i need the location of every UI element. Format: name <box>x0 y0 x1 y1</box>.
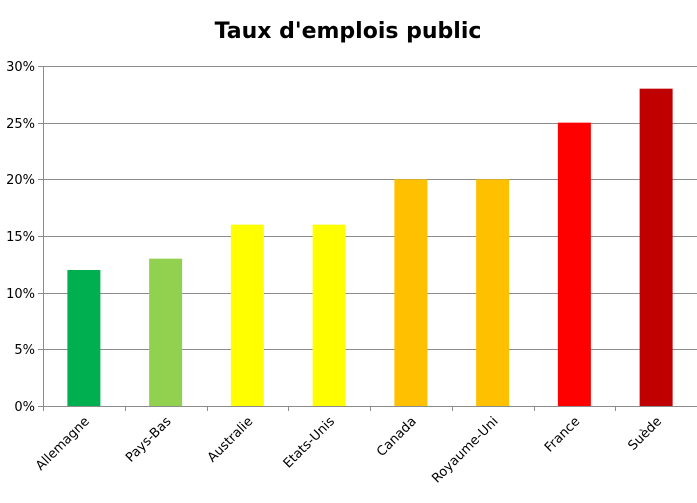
x-tick-label: France <box>542 414 583 455</box>
y-tick-label: 20% <box>6 173 35 188</box>
bar-royaume-uni <box>476 179 510 406</box>
bar-su-de <box>639 88 673 407</box>
y-tick-label: 15% <box>6 230 35 245</box>
y-tick-label: 25% <box>6 117 35 132</box>
chart-title: Taux d'emplois public <box>215 19 482 44</box>
x-tick-label: Etats-Unis <box>281 414 338 471</box>
bar-france <box>557 122 591 407</box>
bar-allemagne <box>67 270 101 406</box>
x-tick-label: Pays-Bas <box>123 414 174 465</box>
y-axis-ticks: 0% 5% 10% 15% 20% 25% 30% <box>6 60 43 415</box>
y-tick-label: 30% <box>6 60 35 75</box>
y-tick-label: 10% <box>6 287 35 302</box>
x-tick-label: Suède <box>626 414 665 453</box>
x-tick-label: Allemagne <box>33 414 93 474</box>
bar-australie <box>230 224 264 406</box>
bar-etats-unis <box>312 224 346 406</box>
y-tick-label: 0% <box>14 400 35 415</box>
x-axis-labels: Allemagne Pays-Bas Australie Etats-Unis Cana… <box>33 414 665 486</box>
x-tick-label: Royaume-Uni <box>429 414 501 486</box>
x-tick-label: Canada <box>374 414 420 460</box>
bar-pays-bas <box>149 258 183 406</box>
x-tick-label: Australie <box>205 414 256 465</box>
axes <box>43 66 697 411</box>
y-tick-label: 5% <box>14 343 35 358</box>
bars <box>67 88 673 407</box>
bar-canada <box>394 179 428 406</box>
gridlines <box>43 66 697 350</box>
